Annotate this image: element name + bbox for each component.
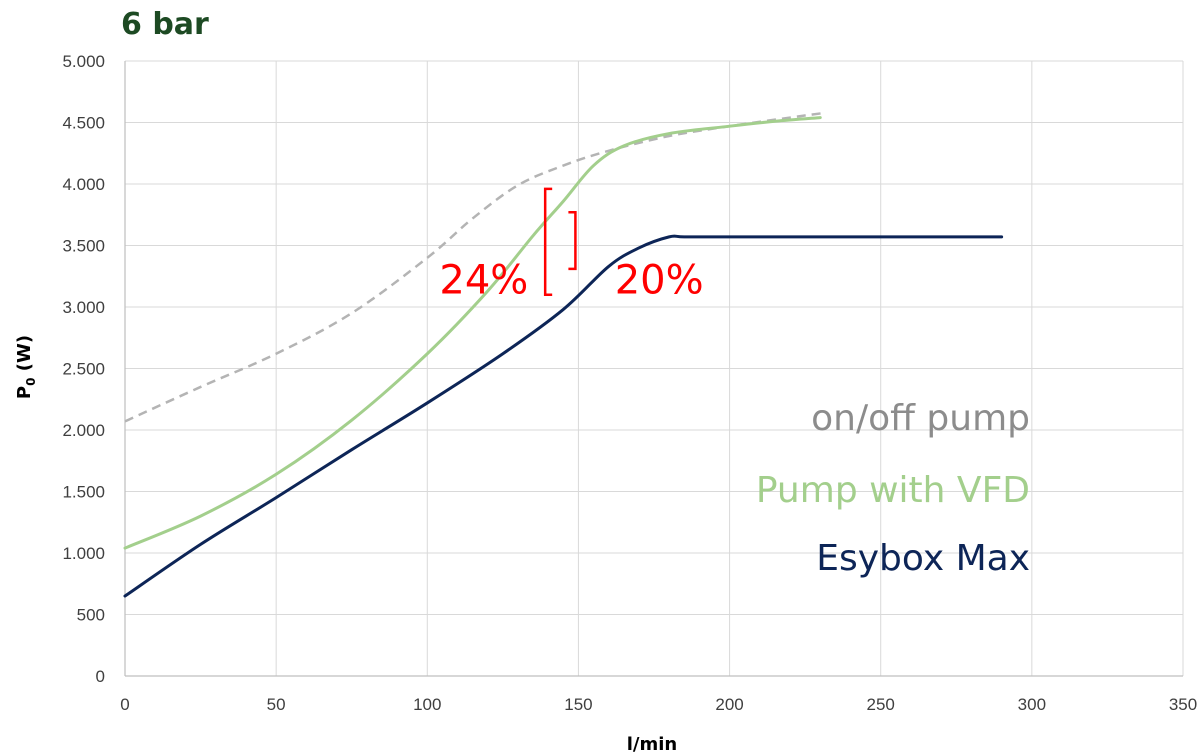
percent-annotation: 24% [439, 257, 528, 303]
percent-annotation: 20% [615, 257, 704, 303]
x-axis-label: l/min [627, 734, 677, 755]
difference-bracket [543, 187, 553, 296]
y-tick-label: 2.500 [62, 360, 105, 379]
annotations: 24% 20% [439, 257, 703, 303]
grid [125, 60, 1184, 676]
y-tick-label: 500 [77, 606, 105, 625]
x-tick-label: 100 [413, 695, 441, 714]
chart-title: 6 bar [121, 7, 209, 42]
axes [124, 61, 1183, 677]
y-axis-label-sub: 0 [24, 378, 38, 386]
y-tick-label: 3.500 [62, 237, 105, 256]
y-axis-label-main: P [14, 386, 35, 399]
y-axis-label-unit: (W) [14, 335, 35, 378]
difference-brackets [543, 187, 577, 296]
series-line-esybox-max [123, 234, 1004, 598]
y-tick-label: 1.000 [62, 544, 105, 563]
y-axis-label: P0 (W) [14, 335, 38, 399]
x-tick-label: 0 [120, 695, 129, 714]
tick-labels: 05001.0001.5002.0002.5003.0003.5004.0004… [62, 52, 1197, 714]
difference-bracket [568, 211, 577, 271]
legend-pump-with-vfd: Pump with VFD [756, 470, 1030, 511]
x-tick-label: 350 [1169, 695, 1197, 714]
y-tick-label: 4.000 [62, 175, 105, 194]
y-tick-label: 0 [96, 667, 105, 686]
y-tick-label: 4.500 [62, 114, 105, 133]
legend-on-off-pump: on/off pump [811, 398, 1030, 439]
y-tick-label: 3.000 [62, 298, 105, 317]
x-tick-label: 250 [867, 695, 895, 714]
x-tick-label: 50 [267, 695, 286, 714]
y-tick-label: 1.500 [62, 483, 105, 502]
x-tick-label: 200 [715, 695, 743, 714]
legend-esybox-max: Esybox Max [816, 538, 1030, 579]
x-tick-label: 300 [1018, 695, 1046, 714]
series-lines [123, 111, 1004, 598]
x-tick-label: 150 [564, 695, 592, 714]
y-tick-label: 2.000 [62, 421, 105, 440]
series-line-pump-with-vfd [123, 116, 822, 550]
y-tick-label: 5.000 [62, 52, 105, 71]
